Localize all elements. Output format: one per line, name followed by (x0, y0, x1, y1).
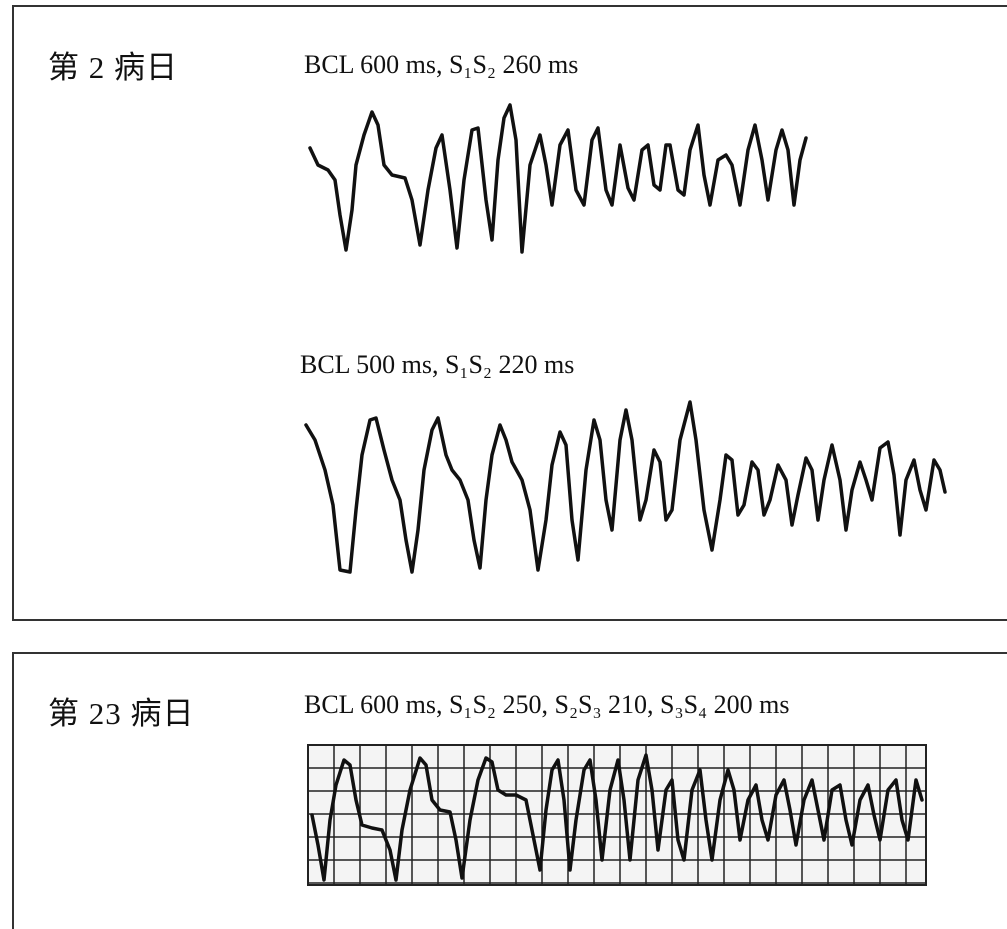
waveforms (0, 0, 1007, 929)
ecg-trace (306, 402, 945, 572)
page: {"panels": [ {"day": "第 2 病日", "traces":… (0, 0, 1007, 929)
ecg-trace (310, 105, 806, 252)
